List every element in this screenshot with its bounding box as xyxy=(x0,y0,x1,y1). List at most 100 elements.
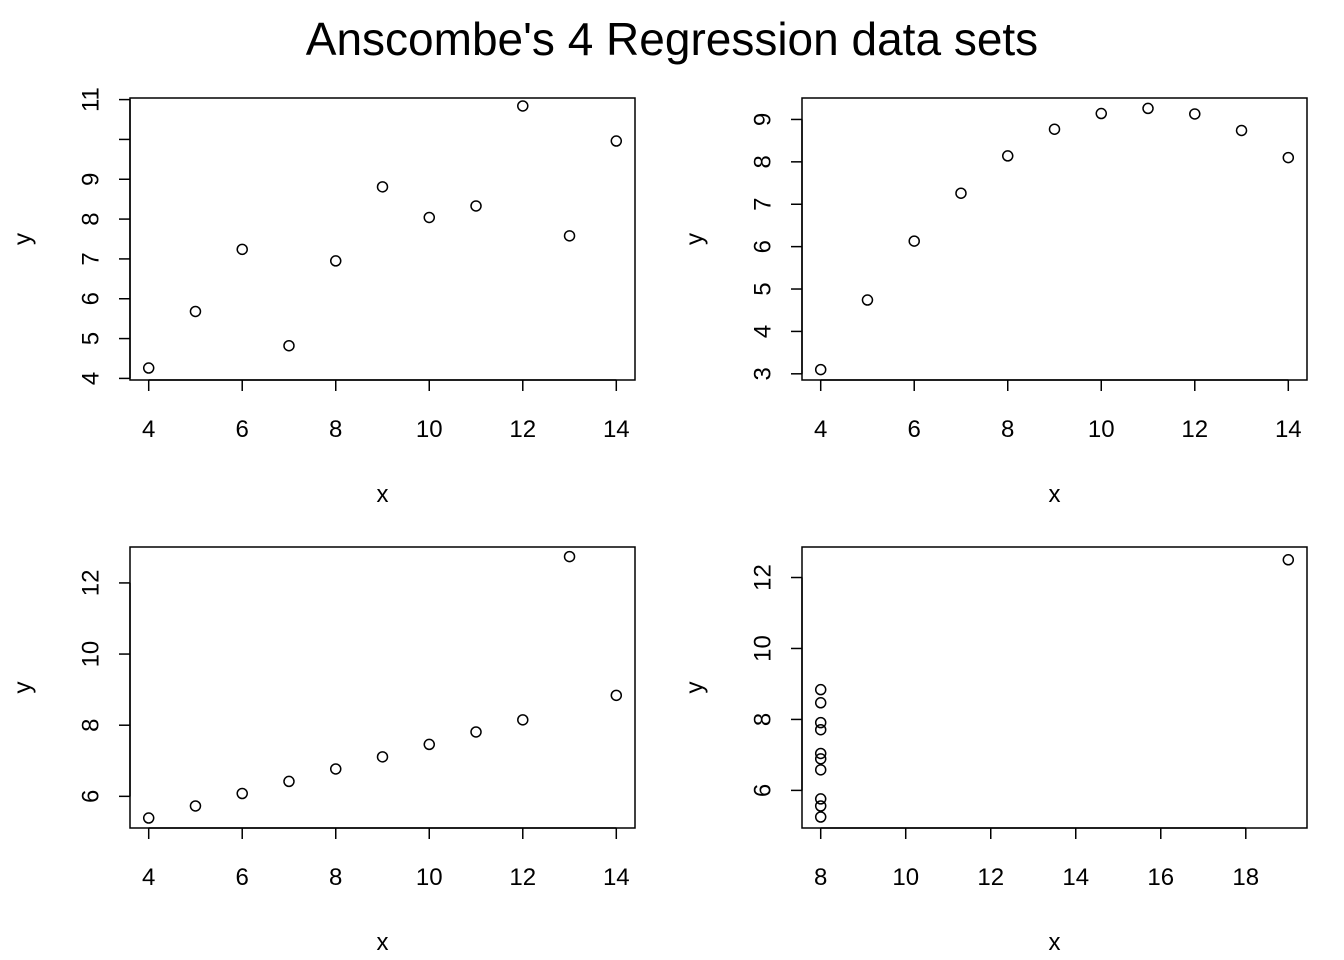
data-point xyxy=(1282,151,1295,164)
data-point xyxy=(283,339,295,352)
x-tick-label: 12 xyxy=(509,416,536,443)
x-tick-label: 10 xyxy=(416,864,443,891)
data-point xyxy=(142,362,155,374)
x-tick-label: 8 xyxy=(814,864,827,891)
x-tick-label: 14 xyxy=(603,416,630,443)
data-point xyxy=(517,714,529,726)
data-point xyxy=(236,787,248,800)
data-point xyxy=(908,235,920,247)
x-tick-label: 16 xyxy=(1147,864,1174,891)
data-point xyxy=(423,738,436,751)
data-point xyxy=(814,716,827,729)
y-axis-title: y xyxy=(10,233,37,245)
data-point xyxy=(142,812,155,824)
y-tick-label: 3 xyxy=(750,367,777,380)
data-point xyxy=(814,697,827,709)
y-tick-label: 11 xyxy=(78,87,105,112)
data-point xyxy=(1001,150,1014,162)
data-point xyxy=(814,723,827,736)
x-tick-label: 6 xyxy=(236,864,249,891)
y-tick-label: 9 xyxy=(750,113,777,126)
data-point xyxy=(814,363,827,376)
x-tick-label: 6 xyxy=(908,416,921,443)
data-point xyxy=(1095,107,1108,120)
data-point xyxy=(470,726,482,738)
y-tick-label: 10 xyxy=(78,641,105,668)
plot-frame xyxy=(129,546,636,829)
data-point xyxy=(814,764,827,776)
scatter-panel-4: 8 10 12 14 16 18 6 8 10 12 x y xyxy=(682,546,1308,956)
data-point xyxy=(189,800,202,812)
y-tick-label: 8 xyxy=(78,212,105,225)
y-tick-label: 10 xyxy=(750,635,777,662)
plot-frame xyxy=(801,546,1308,829)
data-point xyxy=(329,763,342,775)
data-point xyxy=(1189,108,1201,120)
x-axis-title: x xyxy=(377,929,389,956)
y-tick-label: 6 xyxy=(78,790,105,803)
data-point xyxy=(1048,123,1061,135)
scatter-panel-2: 4 6 8 10 12 14 3 4 5 6 7 8 9 x y xyxy=(682,97,1308,508)
data-point xyxy=(283,775,295,788)
data-point xyxy=(814,747,827,760)
x-axis-title: x xyxy=(377,481,389,508)
chart-title: Anscombe's 4 Regression data sets xyxy=(305,13,1039,65)
data-point xyxy=(470,200,482,212)
x-tick-label: 10 xyxy=(892,864,919,891)
data-point xyxy=(563,550,576,563)
y-tick-label: 8 xyxy=(78,719,105,732)
x-tick-label: 4 xyxy=(142,416,155,443)
data-point xyxy=(814,753,827,765)
data-point xyxy=(1235,124,1248,137)
y-tick-label: 6 xyxy=(750,784,777,797)
x-tick-label: 4 xyxy=(142,864,155,891)
data-point xyxy=(236,243,248,256)
data-point xyxy=(423,211,436,224)
x-axis-title: x xyxy=(1049,481,1061,508)
y-tick-label: 5 xyxy=(750,282,777,295)
x-tick-label: 14 xyxy=(1062,864,1089,891)
plot-frame xyxy=(129,97,636,381)
y-tick-label: 9 xyxy=(78,173,105,186)
x-tick-label: 4 xyxy=(814,416,827,443)
x-tick-label: 6 xyxy=(236,416,249,443)
y-tick-label: 4 xyxy=(750,325,777,338)
data-point xyxy=(610,135,623,147)
x-tick-label: 14 xyxy=(1275,416,1302,443)
y-tick-label: 12 xyxy=(78,570,105,597)
scatter-panel-1: 4 6 8 10 12 14 4 5 6 7 8 9 11 x y xyxy=(10,87,636,508)
x-tick-label: 10 xyxy=(1088,416,1115,443)
x-tick-label: 14 xyxy=(603,864,630,891)
data-point xyxy=(376,181,389,193)
data-point xyxy=(814,811,827,823)
x-tick-label: 8 xyxy=(1001,416,1014,443)
x-axis-title: x xyxy=(1049,929,1061,956)
x-tick-label: 10 xyxy=(416,416,443,443)
data-point xyxy=(189,305,202,318)
data-point xyxy=(814,793,827,805)
data-point xyxy=(329,255,342,267)
x-tick-label: 18 xyxy=(1232,864,1259,891)
x-tick-label: 12 xyxy=(509,864,536,891)
y-tick-label: 8 xyxy=(750,713,777,726)
y-axis-title: y xyxy=(682,233,709,245)
x-tick-label: 8 xyxy=(329,864,342,891)
y-tick-label: 8 xyxy=(750,155,777,168)
data-point xyxy=(563,230,576,242)
data-point xyxy=(861,294,874,306)
data-point xyxy=(955,187,967,199)
data-point xyxy=(1142,102,1154,115)
data-point xyxy=(814,800,827,812)
y-tick-label: 7 xyxy=(78,252,105,265)
data-point xyxy=(376,751,389,763)
plot-frame xyxy=(801,97,1308,381)
scatter-panel-3: 4 6 8 10 12 14 6 8 10 12 x y xyxy=(10,546,636,956)
y-tick-label: 7 xyxy=(750,198,777,211)
y-tick-label: 4 xyxy=(78,372,105,385)
x-tick-label: 12 xyxy=(977,864,1004,891)
y-axis-title: y xyxy=(682,682,709,694)
data-point xyxy=(1282,554,1295,566)
y-tick-label: 12 xyxy=(750,564,777,591)
data-point xyxy=(517,100,529,112)
